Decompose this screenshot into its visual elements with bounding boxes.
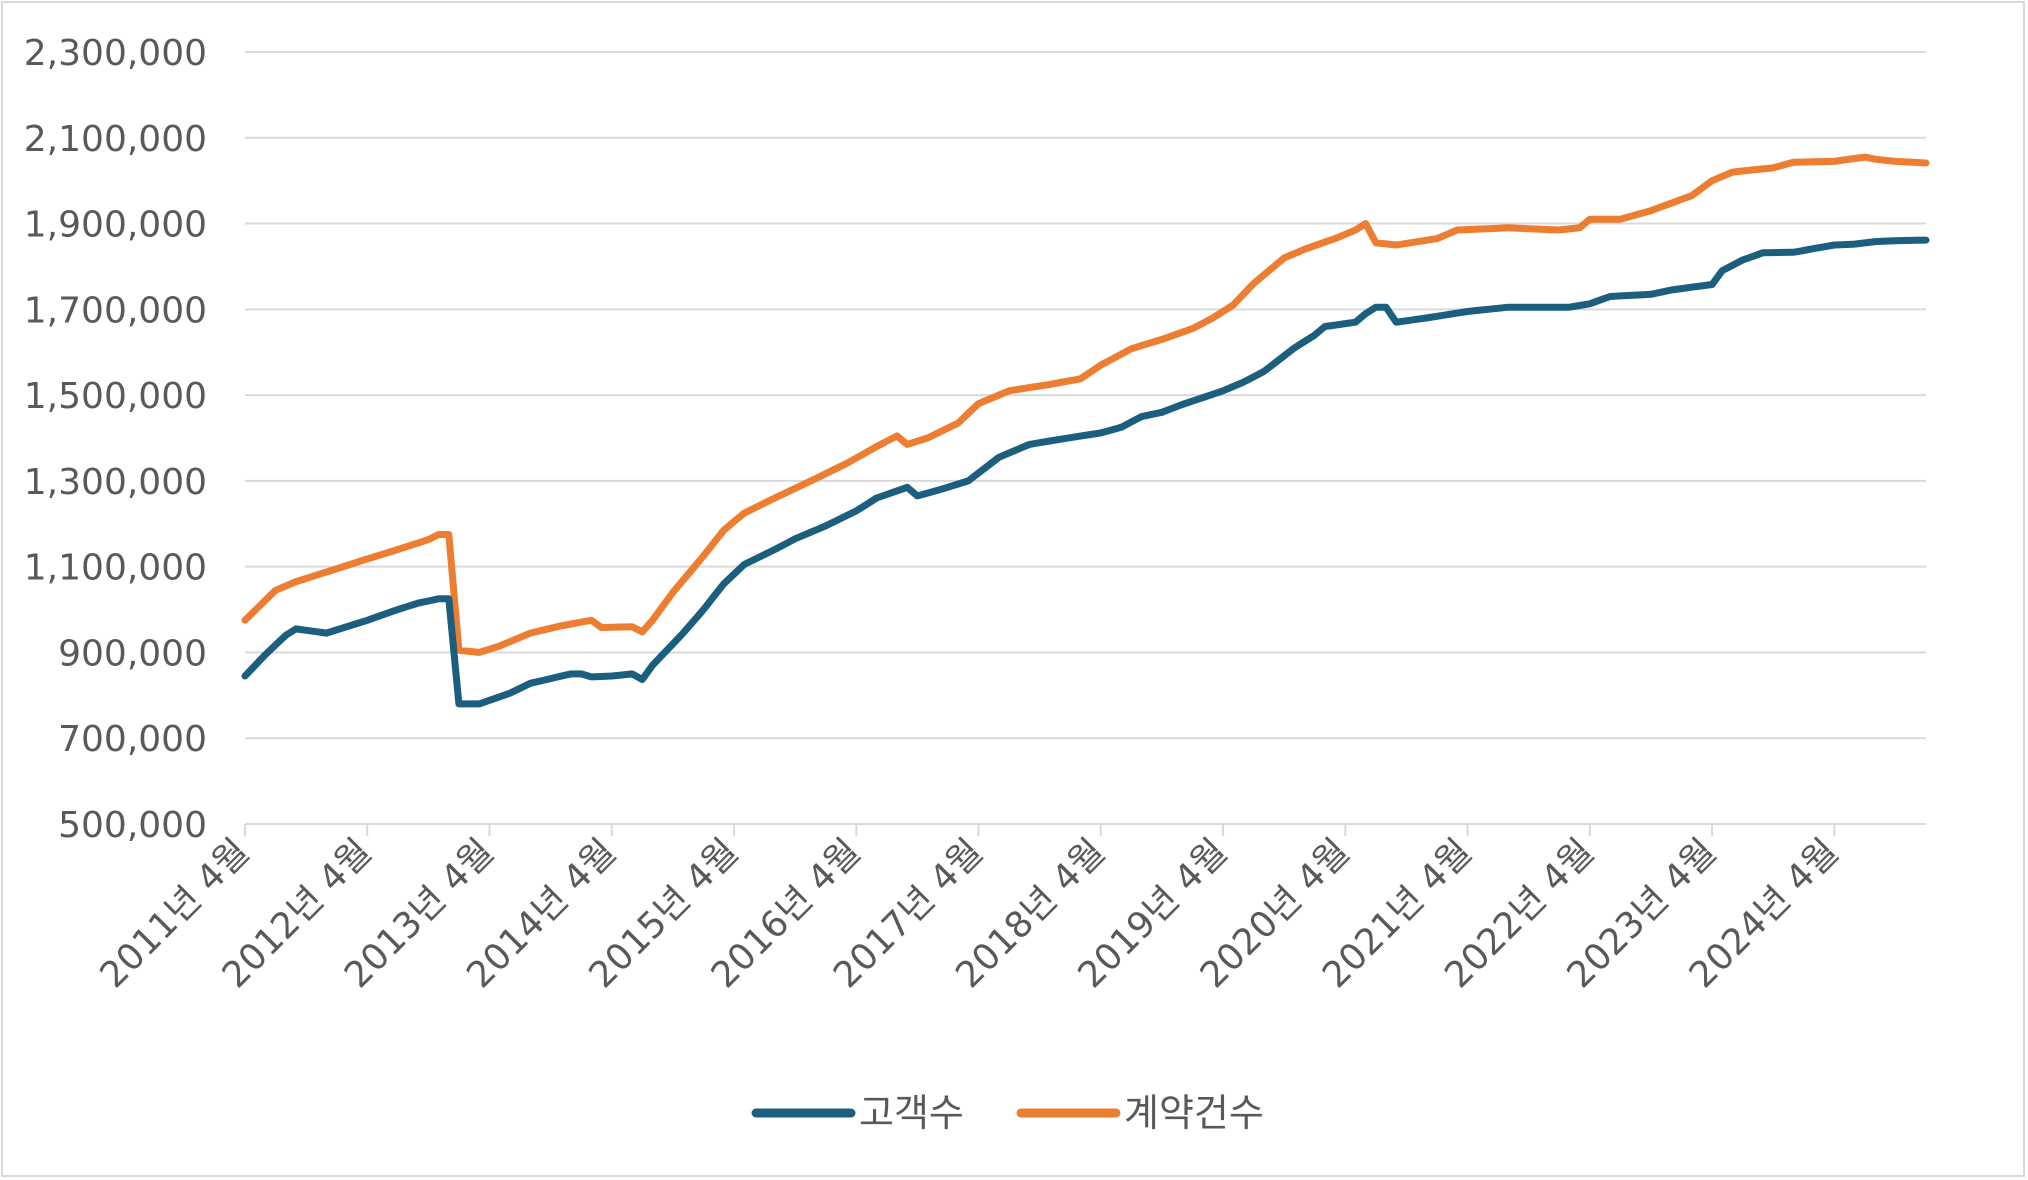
series-line-contracts (241, 153, 1930, 656)
legend-label: 고객수 (859, 1091, 964, 1135)
y-tick-label: 500,000 (58, 805, 207, 846)
y-tick-label: 1,700,000 (24, 290, 207, 331)
x-axis (244, 823, 1926, 836)
legend-label: 계약건수 (1124, 1091, 1264, 1135)
y-tick-label: 1,500,000 (24, 376, 207, 417)
legend: 고객수 계약건수 (751, 1091, 1264, 1135)
y-tick-label: 1,900,000 (24, 205, 207, 246)
y-tick-label: 2,300,000 (24, 33, 207, 74)
y-tick-label: 900,000 (58, 633, 207, 674)
y-tick-label: 1,100,000 (24, 548, 207, 589)
y-tick-label: 1,300,000 (24, 462, 207, 503)
y-tick-label: 2,100,000 (24, 119, 207, 160)
series-lines (241, 153, 1930, 708)
y-tick-label: 700,000 (58, 719, 207, 760)
gridlines (245, 51, 1926, 740)
y-axis-tick-labels: 500,000 700,000 900,000 1,100,000 1,300,000 1… (24, 33, 207, 846)
series-line-customers (241, 236, 1930, 708)
